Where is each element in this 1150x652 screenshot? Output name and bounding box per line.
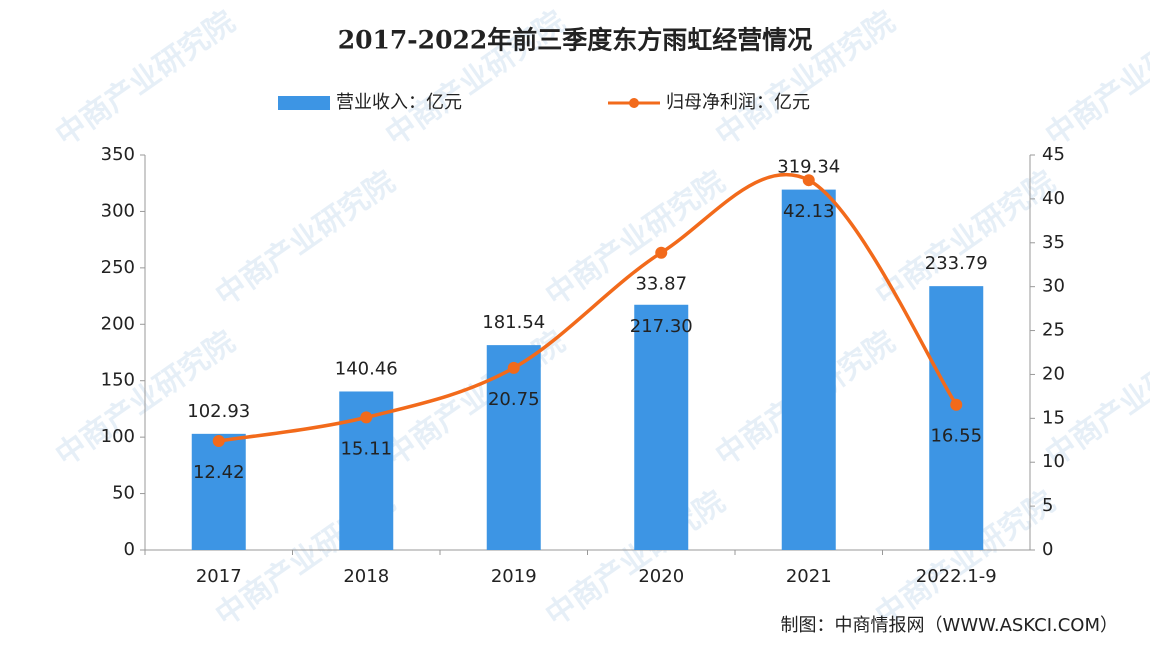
y-tick-label: 50 <box>112 483 135 504</box>
x-tick-label: 2020 <box>638 566 684 587</box>
y-tick-label: 100 <box>101 426 135 447</box>
x-tick-label: 2017 <box>196 566 242 587</box>
line-point <box>212 434 225 447</box>
x-tick-label: 2022.1-9 <box>916 566 997 587</box>
line-value-label: 12.42 <box>193 462 245 483</box>
legend-swatch <box>278 96 330 110</box>
y-tick-label: 150 <box>101 370 135 391</box>
y2-tick-label: 30 <box>1042 276 1065 297</box>
legend-swatch <box>629 98 639 108</box>
watermark: 中商产业研究院 <box>209 164 401 313</box>
line-point <box>507 361 520 374</box>
x-tick-label: 2021 <box>786 566 832 587</box>
y2-tick-label: 35 <box>1042 232 1065 253</box>
x-tick-label: 2018 <box>343 566 389 587</box>
line-value-label: 42.13 <box>783 201 835 222</box>
bar-value-label: 140.46 <box>335 358 398 379</box>
y-tick-label: 300 <box>101 200 135 221</box>
y2-tick-label: 20 <box>1042 363 1065 384</box>
watermark: 中商产业研究院 <box>1039 4 1150 153</box>
y-tick-label: 0 <box>124 539 135 560</box>
legend-label: 归母净利润：亿元 <box>666 92 810 113</box>
watermark: 中商产业研究院 <box>49 4 241 153</box>
bar <box>634 304 689 550</box>
y2-tick-label: 15 <box>1042 407 1065 428</box>
y-tick-label: 350 <box>101 144 135 165</box>
bar <box>486 345 541 550</box>
y2-tick-label: 5 <box>1042 495 1053 516</box>
legend-label: 营业收入：亿元 <box>336 92 462 113</box>
line-point <box>802 174 815 187</box>
bar-value-label: 181.54 <box>482 312 545 333</box>
bar-value-label: 319.34 <box>777 157 840 178</box>
y2-tick-label: 25 <box>1042 320 1065 341</box>
line-point <box>950 398 963 411</box>
source-note: 制图：中商情报网（WWW.ASKCI.COM） <box>781 615 1118 636</box>
bar <box>191 433 246 550</box>
bar <box>929 286 984 550</box>
line-point <box>655 246 668 259</box>
line-value-label: 33.87 <box>635 274 687 295</box>
y2-tick-label: 10 <box>1042 451 1065 472</box>
y2-tick-label: 45 <box>1042 144 1065 165</box>
y2-tick-label: 40 <box>1042 188 1065 209</box>
y-tick-label: 200 <box>101 313 135 334</box>
bar-value-label: 102.93 <box>187 401 250 422</box>
bar-value-label: 233.79 <box>925 253 988 274</box>
line-value-label: 16.55 <box>930 426 982 447</box>
line-value-label: 15.11 <box>340 438 392 459</box>
bar-value-label: 217.30 <box>630 316 693 337</box>
line-value-label: 20.75 <box>488 389 540 410</box>
y2-tick-label: 0 <box>1042 539 1053 560</box>
bar <box>781 189 836 551</box>
chart-title: 2017-2022年前三季度东方雨虹经营情况 <box>338 26 813 55</box>
line-point <box>360 411 373 424</box>
x-tick-label: 2019 <box>491 566 537 587</box>
y-tick-label: 250 <box>101 257 135 278</box>
